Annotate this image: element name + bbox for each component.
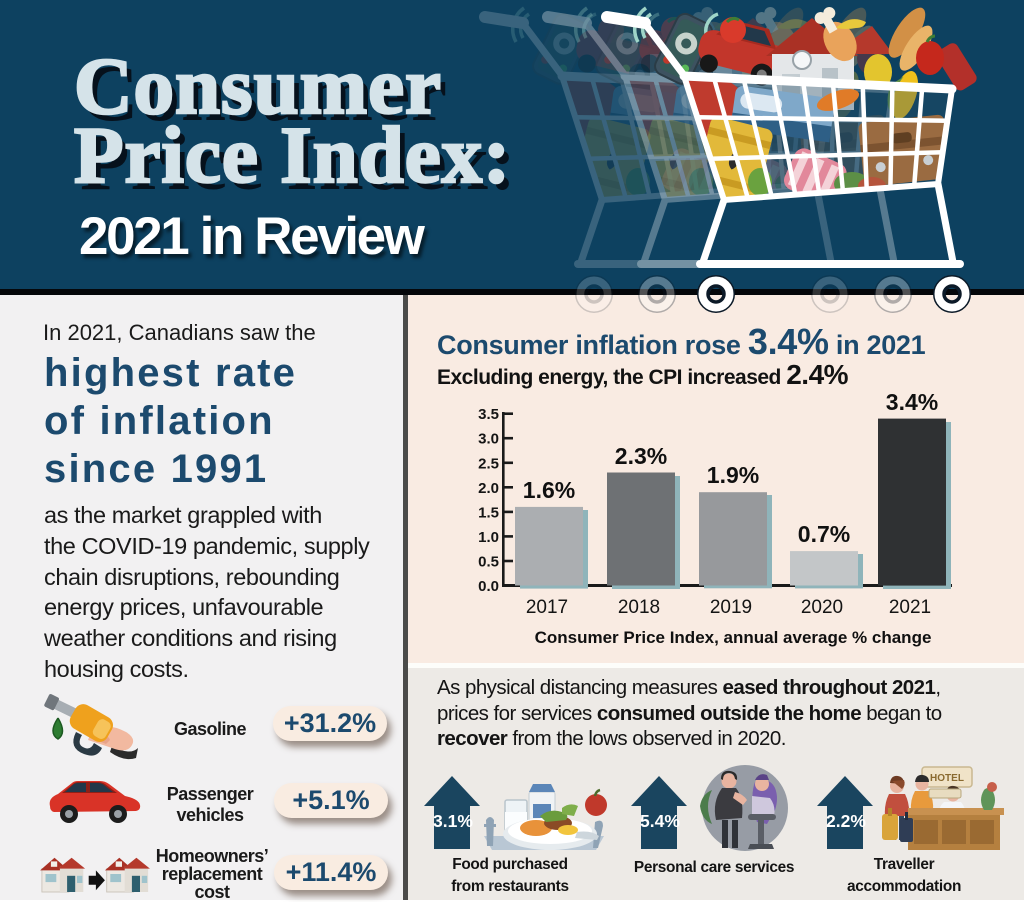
svg-text:1.0: 1.0 [478, 529, 499, 546]
svg-text:2021: 2021 [889, 597, 931, 618]
svg-text:0.0: 0.0 [478, 578, 499, 595]
svg-text:3.4%: 3.4% [886, 389, 938, 415]
svg-text:HOTEL: HOTEL [930, 773, 964, 784]
svg-text:1.5: 1.5 [478, 504, 499, 521]
svg-text:2020: 2020 [801, 597, 843, 618]
svg-text:Traveller: Traveller [874, 856, 935, 873]
svg-text:accommodation: accommodation [847, 878, 961, 895]
svg-text:2017: 2017 [526, 597, 568, 618]
svg-text:Personal care services: Personal care services [634, 859, 794, 876]
svg-text:Consumer Price Index, annual a: Consumer Price Index, annual average % c… [535, 628, 932, 647]
svg-text:2.3%: 2.3% [615, 443, 667, 469]
svg-text:1.6%: 1.6% [523, 477, 575, 503]
svg-text:from restaurants: from restaurants [451, 878, 569, 895]
svg-text:0.7%: 0.7% [798, 521, 850, 547]
svg-text:2019: 2019 [710, 597, 752, 618]
svg-text:3.0: 3.0 [478, 431, 499, 448]
svg-text:2.0: 2.0 [478, 480, 499, 497]
svg-text:2.5: 2.5 [478, 455, 499, 472]
svg-text:3.5: 3.5 [478, 406, 499, 423]
svg-text:2018: 2018 [618, 597, 660, 618]
svg-text:5.4%: 5.4% [640, 811, 680, 831]
svg-text:0.5: 0.5 [478, 554, 499, 571]
svg-text:1.9%: 1.9% [707, 462, 759, 488]
svg-text:2.2%: 2.2% [826, 811, 866, 831]
svg-text:Food purchased: Food purchased [452, 856, 568, 873]
svg-text:3.1%: 3.1% [433, 811, 473, 831]
